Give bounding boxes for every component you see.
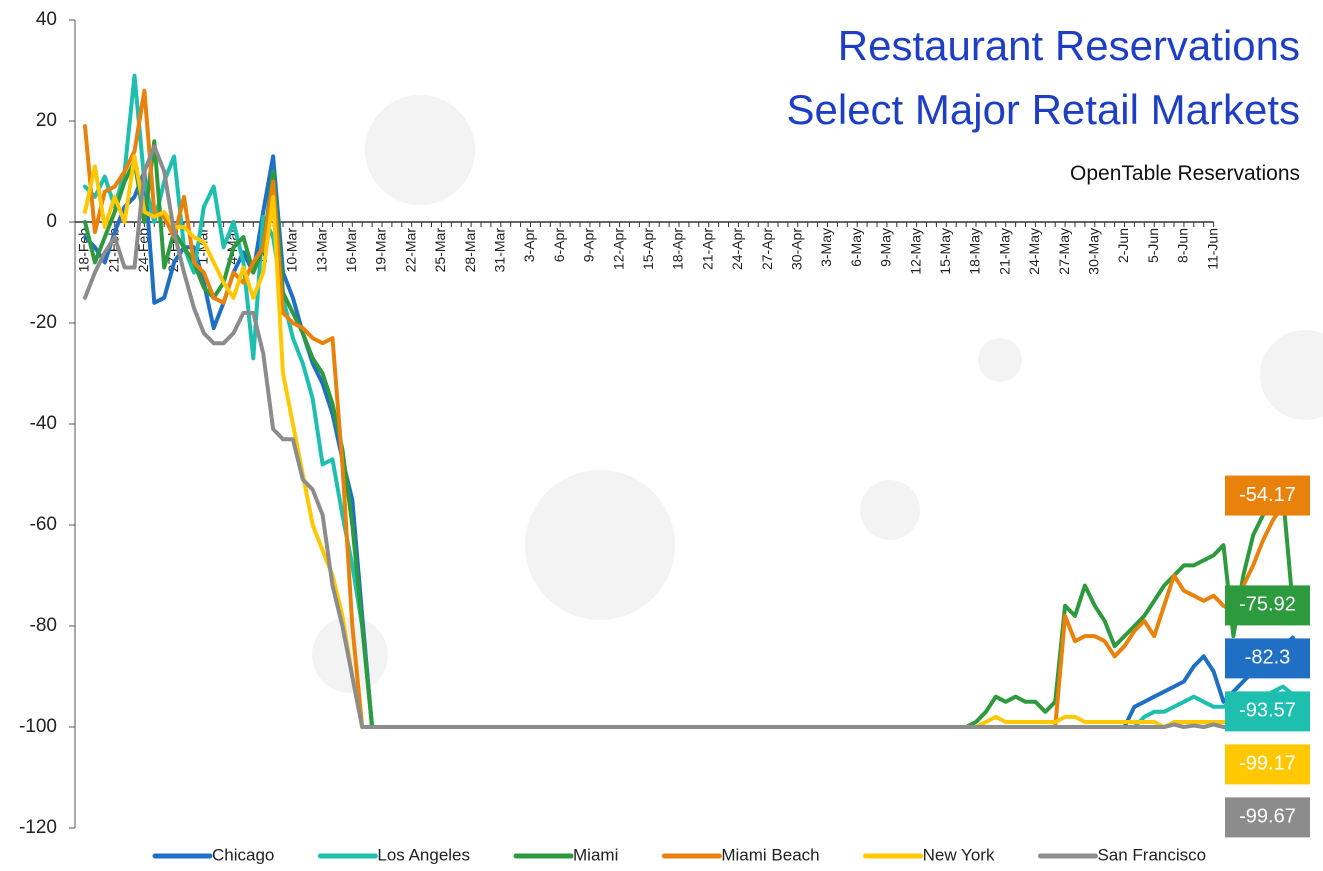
y-tick-label: 20 [36, 110, 57, 131]
x-tick-label: 21-May [996, 228, 1012, 275]
x-tick-label: 18-Apr [670, 228, 686, 270]
x-tick-label: 13-Mar [313, 228, 329, 273]
end-label-text: -99.67 [1239, 806, 1296, 828]
x-tick-label: 25-Mar [432, 228, 448, 273]
y-tick-label: 0 [46, 211, 57, 232]
end-label: -54.17 [1225, 476, 1310, 516]
legend-label: San Francisco [1097, 845, 1206, 864]
end-label: -75.92 [1225, 585, 1310, 625]
y-tick-label: -80 [30, 615, 57, 636]
x-tick-label: 9-May [878, 228, 894, 267]
end-label-text: -82.3 [1245, 647, 1291, 669]
x-tick-label: 9-Apr [581, 228, 597, 263]
x-tick-label: 15-May [937, 228, 953, 275]
x-tick-label: 24-May [1026, 228, 1042, 275]
y-tick-label: -20 [30, 312, 57, 333]
chart-title: Select Major Retail Markets [787, 86, 1301, 133]
legend-label: Los Angeles [377, 845, 470, 864]
y-tick-label: -120 [19, 817, 57, 838]
y-tick-label: -60 [30, 514, 57, 535]
legend-item: San Francisco [1040, 845, 1206, 864]
legend-item: Los Angeles [320, 845, 470, 864]
end-label: -99.67 [1225, 797, 1310, 837]
x-tick-label: 27-May [1056, 228, 1072, 275]
x-tick-label: 15-Apr [640, 228, 656, 270]
x-tick-label: 10-Mar [284, 228, 300, 273]
x-tick-label: 12-Apr [610, 228, 626, 270]
end-label-text: -93.57 [1239, 700, 1296, 722]
end-label-text: -54.17 [1239, 484, 1296, 506]
x-tick-label: 19-Mar [373, 228, 389, 273]
legend-item: Chicago [155, 845, 274, 864]
x-tick-label: 8-Jun [1175, 228, 1191, 263]
y-tick-label: -100 [19, 716, 57, 737]
x-tick-label: 27-Apr [759, 228, 775, 270]
x-tick-label: 30-Apr [789, 228, 805, 270]
x-tick-label: 6-Apr [551, 228, 567, 263]
legend-item: Miami [516, 845, 618, 864]
legend-label: Miami Beach [721, 845, 819, 864]
chart-subtitle: OpenTable Reservations [1070, 162, 1300, 185]
chart-title: Restaurant Reservations [838, 22, 1300, 69]
legend-label: Chicago [212, 845, 274, 864]
end-label: -82.3 [1225, 638, 1310, 678]
x-tick-label: 31-Mar [492, 228, 508, 273]
end-label: -93.57 [1225, 691, 1310, 731]
y-tick-label: -40 [30, 413, 57, 434]
end-label-text: -75.92 [1239, 594, 1296, 616]
x-tick-label: 11-Jun [1204, 228, 1220, 270]
x-tick-label: 24-Apr [729, 228, 745, 270]
x-tick-label: 6-May [848, 228, 864, 267]
end-label: -99.17 [1225, 744, 1310, 784]
x-tick-label: 30-May [1086, 228, 1102, 275]
chart: Restaurant Reservations Select Major Ret… [0, 0, 1323, 867]
x-tick-label: 12-May [907, 228, 923, 275]
y-tick-label: 40 [36, 9, 57, 30]
x-tick-label: 2-Jun [1115, 228, 1131, 263]
legend-label: New York [923, 845, 995, 864]
x-tick-label: 3-May [818, 228, 834, 267]
x-tick-label: 22-Mar [402, 228, 418, 273]
legend-item: New York [866, 845, 995, 864]
x-tick-label: 16-Mar [343, 228, 359, 273]
x-tick-label: 18-May [967, 228, 983, 275]
end-label-text: -99.17 [1239, 753, 1296, 775]
x-tick-label: 21-Apr [699, 228, 715, 270]
x-tick-label: 5-Jun [1145, 228, 1161, 263]
legend-item: Miami Beach [664, 845, 819, 864]
x-tick-label: 3-Apr [521, 228, 537, 263]
legend-label: Miami [573, 845, 618, 864]
x-tick-label: 28-Mar [462, 228, 478, 273]
